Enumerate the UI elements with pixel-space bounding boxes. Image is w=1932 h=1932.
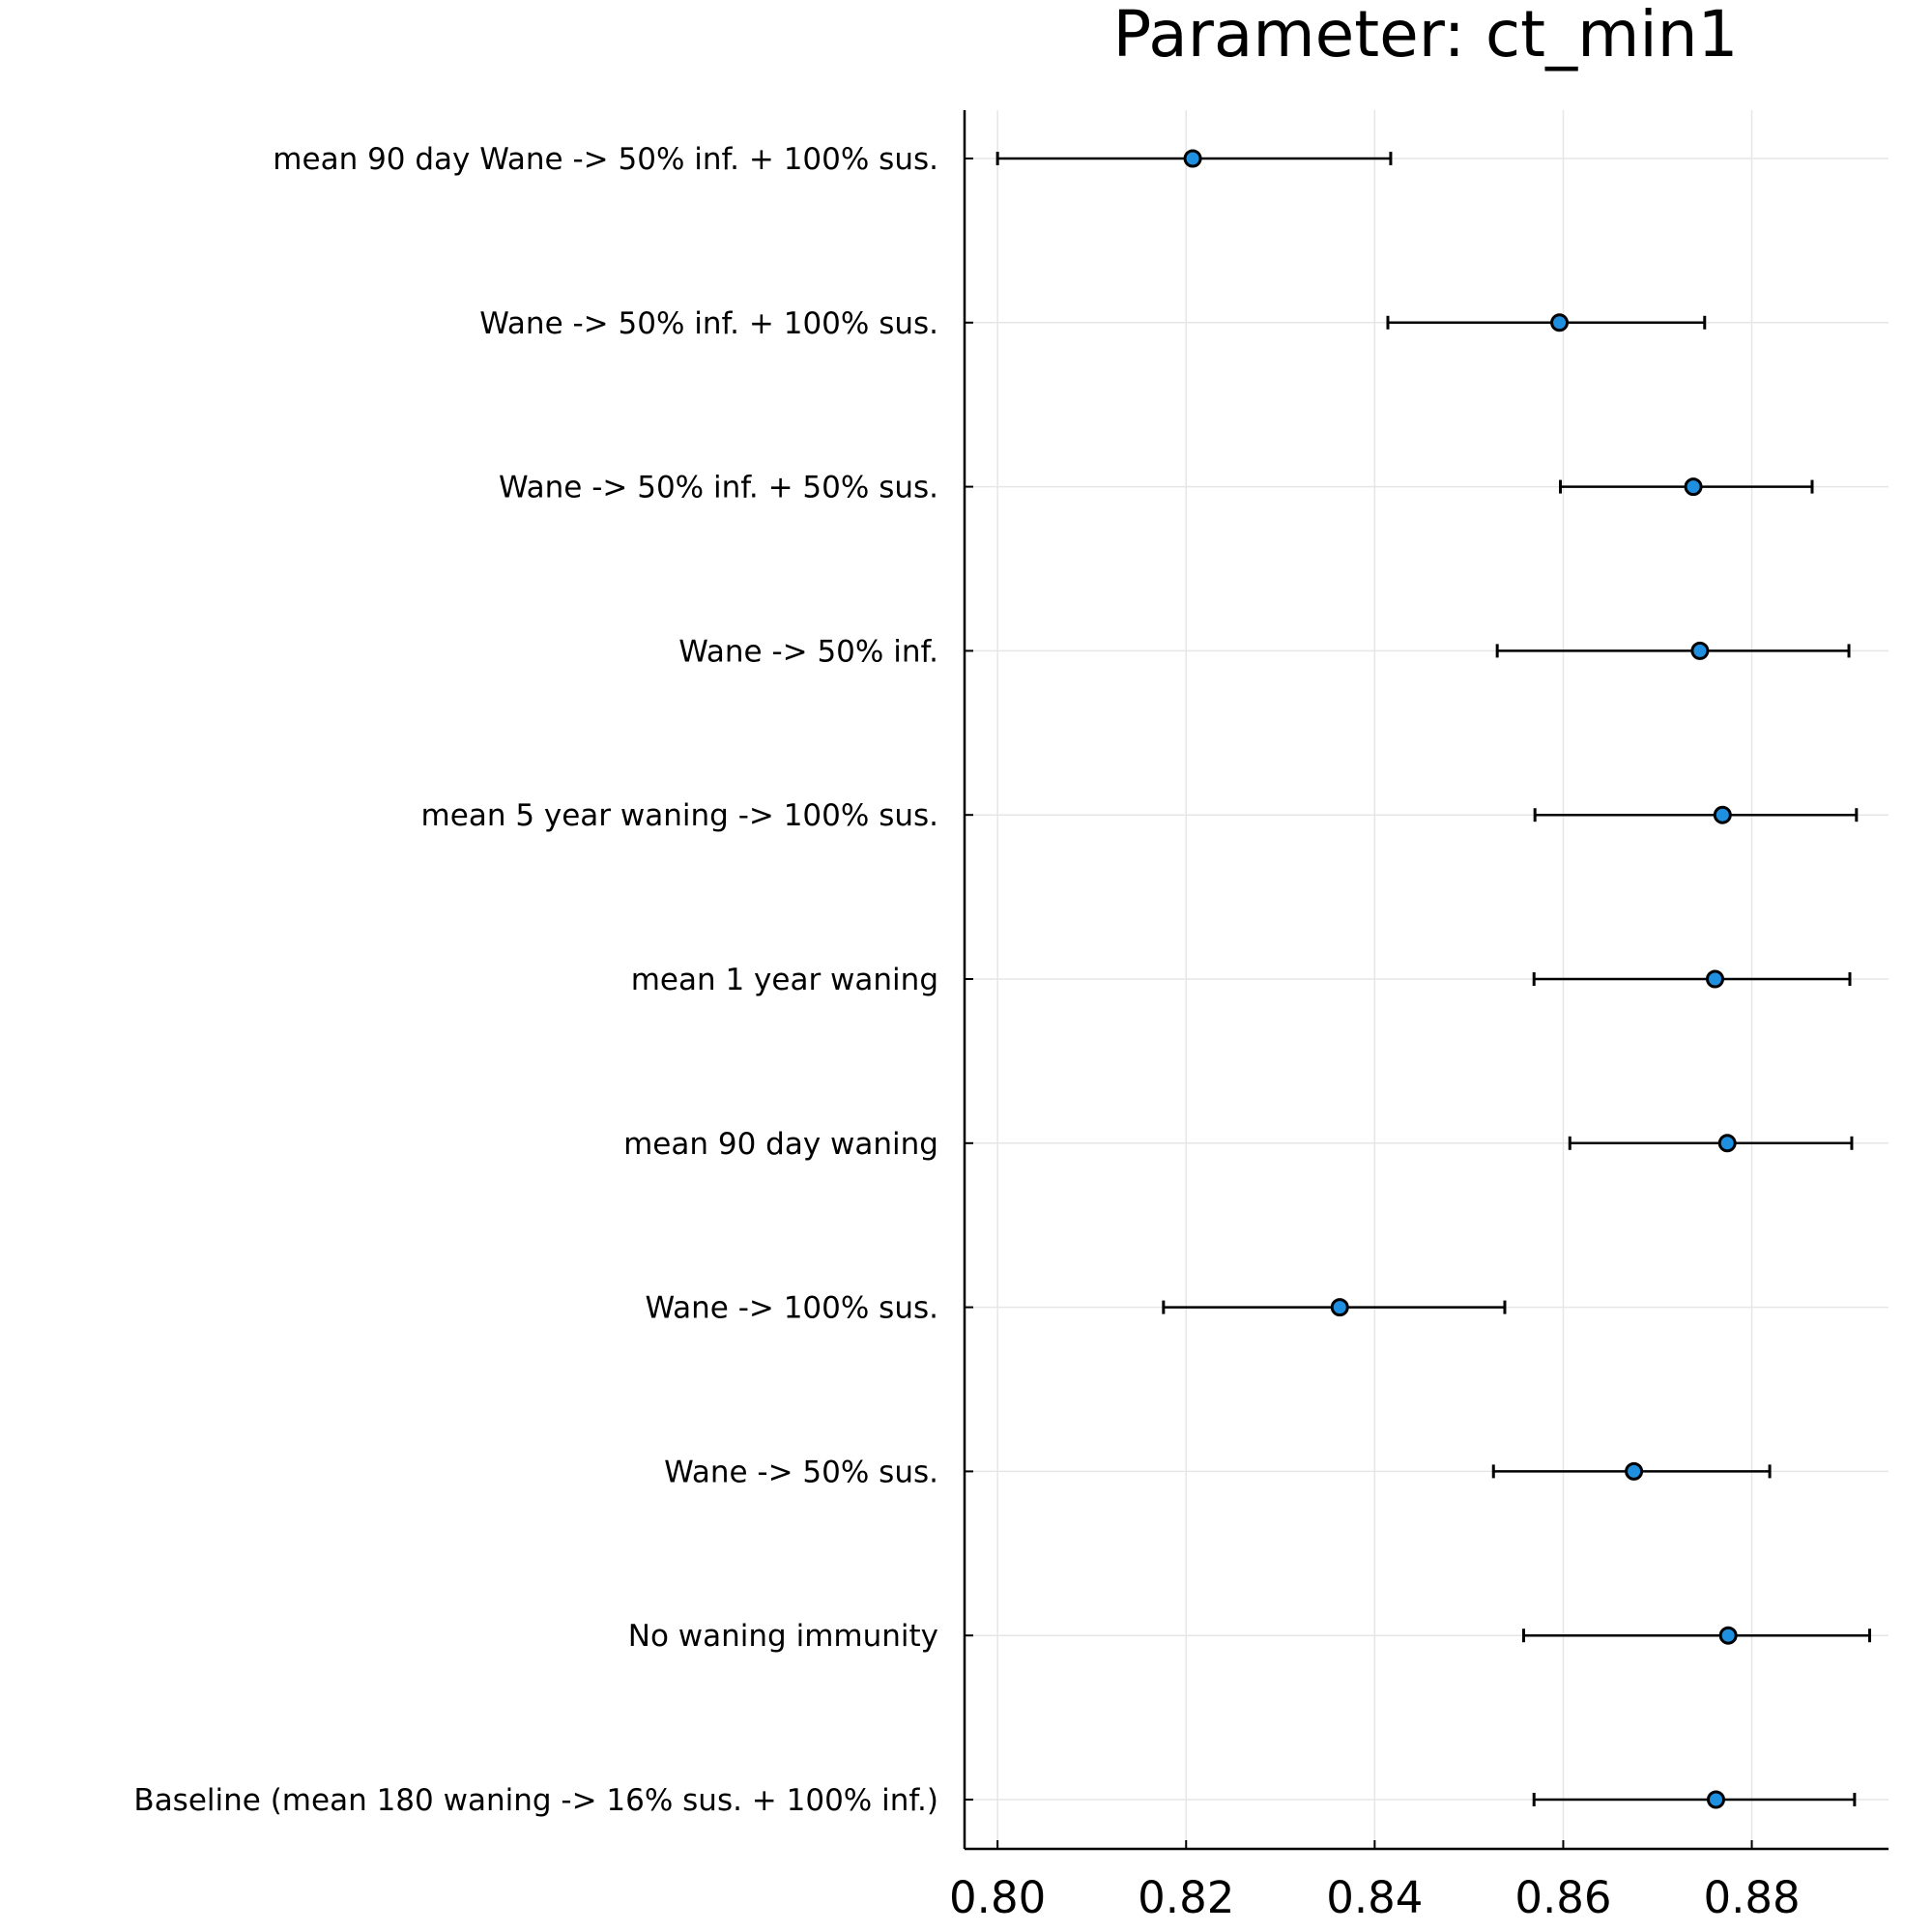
estimate-point <box>1718 1626 1738 1645</box>
estimate-point <box>1330 1298 1349 1317</box>
category-label: Baseline (mean 180 waning -> 16% sus. + … <box>133 1783 938 1818</box>
category-label: mean 90 day waning <box>623 1127 938 1162</box>
estimate-point <box>1713 805 1732 824</box>
x-tick-label: 0.80 <box>949 1872 1046 1923</box>
category-label: mean 5 year waning -> 100% sus. <box>421 798 938 833</box>
category-label: Wane -> 50% inf. + 100% sus. <box>479 306 938 341</box>
category-label: No waning immunity <box>628 1619 938 1654</box>
estimate-point <box>1625 1461 1644 1481</box>
estimate-point <box>1706 969 1725 989</box>
category-label: mean 90 day Wane -> 50% inf. + 100% sus. <box>273 142 938 177</box>
data-points <box>995 149 1871 1809</box>
category-label: Wane -> 50% inf. <box>678 634 938 669</box>
chart-title: Parameter: ct_min1 <box>1112 0 1738 72</box>
estimate-point <box>1690 641 1710 660</box>
category-label: mean 1 year waning <box>631 963 938 997</box>
category-label: Wane -> 50% inf. + 50% sus. <box>499 471 938 505</box>
x-tick-label: 0.82 <box>1138 1872 1234 1923</box>
estimate-point <box>1183 149 1202 168</box>
axes <box>963 110 1889 1851</box>
estimate-point <box>1550 313 1570 332</box>
x-tick-label: 0.86 <box>1514 1872 1611 1923</box>
estimate-point <box>1684 477 1703 497</box>
category-labels: mean 90 day Wane -> 50% inf. + 100% sus.… <box>133 142 938 1818</box>
category-label: Wane -> 50% sus. <box>664 1455 938 1489</box>
estimate-point <box>1717 1134 1737 1153</box>
estimate-point <box>1706 1790 1725 1809</box>
x-tick-label: 0.88 <box>1703 1872 1800 1923</box>
category-label: Wane -> 100% sus. <box>645 1291 938 1326</box>
x-tick-labels: 0.80 0.82 0.84 0.86 0.88 <box>949 1872 1801 1923</box>
x-tick-label: 0.84 <box>1326 1872 1423 1923</box>
